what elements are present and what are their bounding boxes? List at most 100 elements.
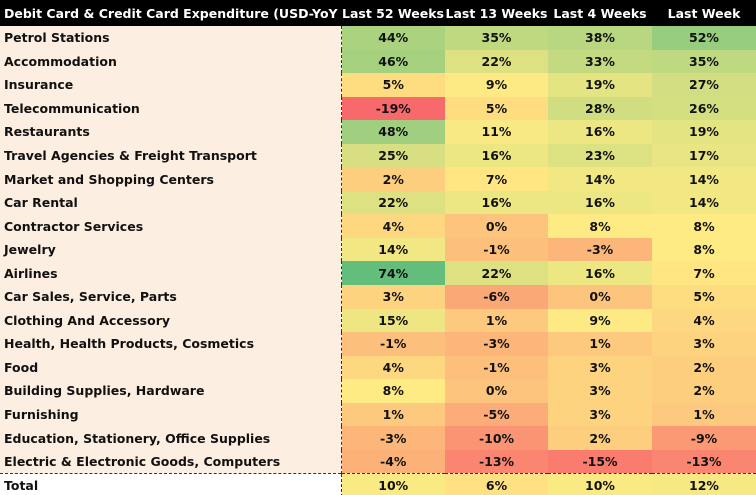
value-cell: 8% (652, 214, 756, 238)
value-cell: 27% (652, 73, 756, 97)
value-cell: -15% (548, 449, 652, 474)
table-row: Building Supplies, Hardware 8% 0% 3% 2% (0, 379, 756, 403)
value-cell: 15% (341, 308, 445, 333)
value-cell: -13% (652, 449, 756, 474)
value-cell: 22% (341, 190, 445, 215)
row-label: Education, Stationery, Office Supplies (0, 426, 342, 450)
value-cell: 14% (652, 167, 756, 191)
value-cell: 26% (652, 96, 756, 121)
value-cell: 1% (341, 402, 445, 427)
column-header-last-13-weeks: Last 13 Weeks (445, 0, 548, 26)
value-cell: 23% (548, 143, 652, 168)
row-label: Accommodation (0, 49, 342, 74)
column-header-last-52-weeks: Last 52 Weeks (341, 0, 445, 26)
table-row: Restaurants 48% 11% 16% 19% (0, 120, 756, 144)
value-cell: 8% (652, 237, 756, 262)
row-label: Restaurants (0, 120, 342, 144)
value-cell: -3% (445, 332, 548, 356)
value-cell: 8% (341, 379, 445, 403)
value-cell: 4% (341, 355, 445, 380)
value-cell: 16% (548, 261, 652, 286)
table-row: Food 4% -1% 3% 2% (0, 355, 756, 380)
value-cell: -19% (341, 96, 445, 121)
value-cell: -10% (445, 426, 548, 450)
column-header-last-week: Last Week (652, 0, 756, 26)
row-label: Electric & Electronic Goods, Computers (0, 449, 342, 474)
value-cell: 0% (548, 285, 652, 309)
table-row: Jewelry 14% -1% -3% 8% (0, 237, 756, 262)
value-cell: -9% (652, 426, 756, 450)
value-cell: -3% (341, 426, 445, 450)
table-row: Car Rental 22% 16% 16% 14% (0, 190, 756, 215)
row-label: Travel Agencies & Freight Transport (0, 143, 342, 168)
value-cell: 5% (341, 73, 445, 97)
value-cell: 35% (445, 26, 548, 50)
row-label: Total (0, 473, 342, 495)
value-cell: -6% (445, 285, 548, 309)
value-cell: 4% (652, 308, 756, 333)
value-cell: 14% (548, 167, 652, 191)
value-cell: 52% (652, 26, 756, 50)
table-row: Clothing And Accessory 15% 1% 9% 4% (0, 308, 756, 333)
value-cell: 16% (445, 190, 548, 215)
value-cell: 14% (341, 237, 445, 262)
value-cell: 5% (652, 285, 756, 309)
value-cell: 5% (445, 96, 548, 121)
value-cell: 3% (652, 332, 756, 356)
value-cell: 4% (341, 214, 445, 238)
value-cell: 28% (548, 96, 652, 121)
value-cell: -1% (445, 355, 548, 380)
value-cell: 9% (445, 73, 548, 97)
value-cell: 1% (445, 308, 548, 333)
value-cell: 2% (548, 426, 652, 450)
value-cell: -3% (548, 237, 652, 262)
total-row: Total 10% 6% 10% 12% (0, 473, 756, 495)
value-cell: 35% (652, 49, 756, 74)
value-cell: 11% (445, 120, 548, 144)
value-cell: 16% (445, 143, 548, 168)
row-label: Petrol Stations (0, 26, 342, 50)
value-cell: 12% (652, 473, 756, 495)
row-label: Contractor Services (0, 214, 342, 238)
row-label: Insurance (0, 73, 342, 97)
value-cell: 3% (548, 402, 652, 427)
row-label: Airlines (0, 261, 342, 286)
value-cell: 10% (548, 473, 652, 495)
table-row: Market and Shopping Centers 2% 7% 14% 14% (0, 167, 756, 191)
value-cell: 17% (652, 143, 756, 168)
table-row: Accommodation 46% 22% 33% 35% (0, 49, 756, 74)
table-row: Car Sales, Service, Parts 3% -6% 0% 5% (0, 285, 756, 309)
value-cell: 14% (652, 190, 756, 215)
value-cell: 48% (341, 120, 445, 144)
value-cell: 16% (548, 190, 652, 215)
row-label: Jewelry (0, 237, 342, 262)
table-row: Travel Agencies & Freight Transport 25% 16… (0, 143, 756, 168)
column-header-last-4-weeks: Last 4 Weeks (548, 0, 652, 26)
value-cell: 0% (445, 214, 548, 238)
value-cell: -1% (341, 332, 445, 356)
table-body: Petrol Stations 44% 35% 38% 52% Accommodation… (0, 26, 756, 495)
value-cell: 3% (548, 379, 652, 403)
header-row: Debit Card & Credit Card Expenditure (US… (0, 0, 756, 26)
row-label: Furnishing (0, 402, 342, 427)
value-cell: -5% (445, 402, 548, 427)
value-cell: 22% (445, 261, 548, 286)
row-label: Building Supplies, Hardware (0, 379, 342, 403)
value-cell: 25% (341, 143, 445, 168)
value-cell: 10% (341, 473, 445, 495)
value-cell: 46% (341, 49, 445, 74)
table-row: Insurance 5% 9% 19% 27% (0, 73, 756, 97)
row-label: Health, Health Products, Cosmetics (0, 332, 342, 356)
value-cell: 19% (548, 73, 652, 97)
value-cell: 9% (548, 308, 652, 333)
value-cell: 8% (548, 214, 652, 238)
table-row: Contractor Services 4% 0% 8% 8% (0, 214, 756, 238)
value-cell: 1% (548, 332, 652, 356)
table-title: Debit Card & Credit Card Expenditure (US… (0, 0, 341, 26)
value-cell: 2% (652, 379, 756, 403)
table-row: Education, Stationery, Office Supplies -3… (0, 426, 756, 450)
value-cell: 7% (652, 261, 756, 286)
value-cell: 1% (652, 402, 756, 427)
value-cell: 2% (652, 355, 756, 380)
table-row: Health, Health Products, Cosmetics -1% -3%… (0, 332, 756, 356)
